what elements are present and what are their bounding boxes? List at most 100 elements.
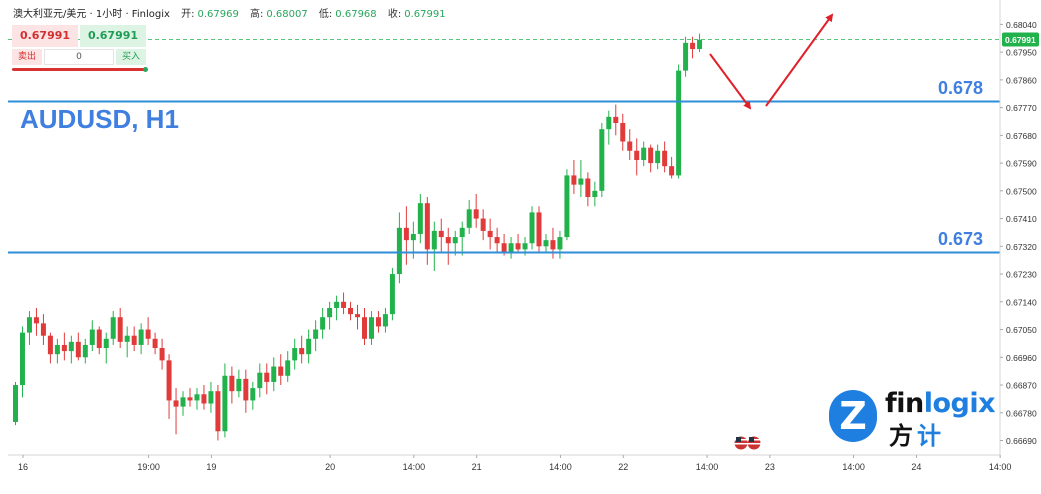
logo-word-a: fin xyxy=(885,388,924,419)
candle-body xyxy=(215,391,221,432)
candle-body xyxy=(187,397,193,401)
price-tick-label: 0.66780 xyxy=(1006,408,1037,418)
arrow-down xyxy=(709,53,752,110)
candle-body xyxy=(138,329,144,345)
price-tick-label: 0.68040 xyxy=(1006,20,1037,30)
time-tick-label: 23 xyxy=(765,462,775,472)
time-tick-label: 21 xyxy=(472,462,482,472)
current-price-tag-label: 0.67991 xyxy=(1005,35,1036,45)
forecast-arrows xyxy=(709,13,834,110)
arrow-up xyxy=(765,13,834,107)
candle-body xyxy=(89,329,95,345)
candle-body xyxy=(522,243,528,250)
time-tick-label: 14:00 xyxy=(842,462,865,472)
candle-body xyxy=(243,378,249,401)
candle-body xyxy=(257,372,263,389)
candle-body xyxy=(362,317,367,339)
candle-body xyxy=(487,230,493,238)
candle-body xyxy=(26,317,32,333)
candle-body xyxy=(452,237,458,244)
candle-body xyxy=(320,317,326,330)
candle-body xyxy=(194,394,200,401)
candle-body xyxy=(327,307,333,318)
us-flag-icon xyxy=(734,436,762,453)
candle-body xyxy=(285,360,291,376)
candle-body xyxy=(117,317,123,342)
candle-body xyxy=(264,372,270,382)
candle-body xyxy=(110,317,116,339)
finlogix-mark-icon: Z xyxy=(829,390,877,442)
candle-body xyxy=(47,335,53,355)
logo-wordmark: finlogix xyxy=(885,388,996,419)
price-tick-label: 0.67500 xyxy=(1006,186,1037,196)
candle-body xyxy=(529,212,535,244)
price-tick-label: 0.66960 xyxy=(1006,353,1037,363)
candle-body xyxy=(236,378,242,392)
candle-body xyxy=(655,150,661,164)
time-tick-label: 14:00 xyxy=(989,462,1012,472)
candle-body xyxy=(634,150,640,161)
candle-body xyxy=(313,329,319,339)
sell-button[interactable]: 卖出 xyxy=(12,49,42,65)
high-value: 0.68007 xyxy=(266,9,308,20)
candle-body xyxy=(75,341,81,358)
candle-body xyxy=(557,237,563,250)
time-tick-label: 16 xyxy=(18,462,28,472)
candle-body xyxy=(368,317,374,339)
level-label-upper: 0.678 xyxy=(938,78,984,99)
time-tick-label: 24 xyxy=(911,462,921,472)
buy-price-button[interactable]: 0.67991 xyxy=(80,25,146,47)
current-price-tag xyxy=(1002,32,1039,47)
quantity-input[interactable]: 0 xyxy=(44,49,114,65)
logo-cn-b: 计 xyxy=(917,422,945,450)
candle-body xyxy=(201,394,207,404)
open-value: 0.67969 xyxy=(197,9,239,20)
candle-body xyxy=(438,230,444,238)
price-tick-label: 0.67320 xyxy=(1006,242,1037,252)
time-tick-label: 14:00 xyxy=(549,462,572,472)
candle-body xyxy=(103,338,109,349)
candle-body xyxy=(19,332,25,386)
sell-price-button[interactable]: 0.67991 xyxy=(12,25,78,47)
candle-body xyxy=(662,150,668,167)
candle-body xyxy=(466,209,472,228)
candle-body xyxy=(229,375,235,392)
candle-body xyxy=(208,391,214,404)
candle-body xyxy=(33,317,39,324)
candle-body xyxy=(648,147,654,164)
candle-body xyxy=(159,348,165,361)
candle-body xyxy=(341,301,347,308)
candle-body xyxy=(124,335,130,342)
candle-body xyxy=(96,329,102,349)
candle-body xyxy=(375,317,381,327)
time-tick-label: 19 xyxy=(206,462,216,472)
price-tick-label: 0.67230 xyxy=(1006,270,1037,280)
price-tick-label: 0.67680 xyxy=(1006,131,1037,141)
price-axis: 0.68040 0.67950 0.67860 0.67770 0.67680 0.675… xyxy=(999,0,1039,455)
price-tick-label: 0.67770 xyxy=(1006,103,1037,113)
price-tick-label: 0.67050 xyxy=(1006,325,1037,335)
candle-body xyxy=(396,227,402,275)
close-label: 收: xyxy=(387,9,402,20)
candle-body xyxy=(389,274,395,315)
price-tick-label: 0.66690 xyxy=(1006,436,1037,446)
candle-body xyxy=(166,360,172,401)
candle-body xyxy=(508,243,514,253)
time-tick-label: 19:00 xyxy=(137,462,160,472)
buy-button[interactable]: 买入 xyxy=(116,49,146,65)
candle-body xyxy=(536,212,542,247)
candle-body xyxy=(431,230,437,250)
symbol-info: 澳大利亚元/美元 · 1小时 · Finlogix xyxy=(13,9,170,20)
candle-body xyxy=(299,348,305,355)
candle-body xyxy=(292,348,298,361)
candle-body xyxy=(606,116,612,130)
candle-body xyxy=(334,301,340,308)
candle-body xyxy=(173,400,179,407)
candle-body xyxy=(40,323,46,336)
logo-word-b: logix xyxy=(923,388,996,419)
candle-body xyxy=(410,233,416,241)
candle-body xyxy=(592,190,598,197)
time-tick-label: 14:00 xyxy=(403,462,426,472)
candle-body xyxy=(424,203,430,250)
candle-body xyxy=(669,166,675,176)
